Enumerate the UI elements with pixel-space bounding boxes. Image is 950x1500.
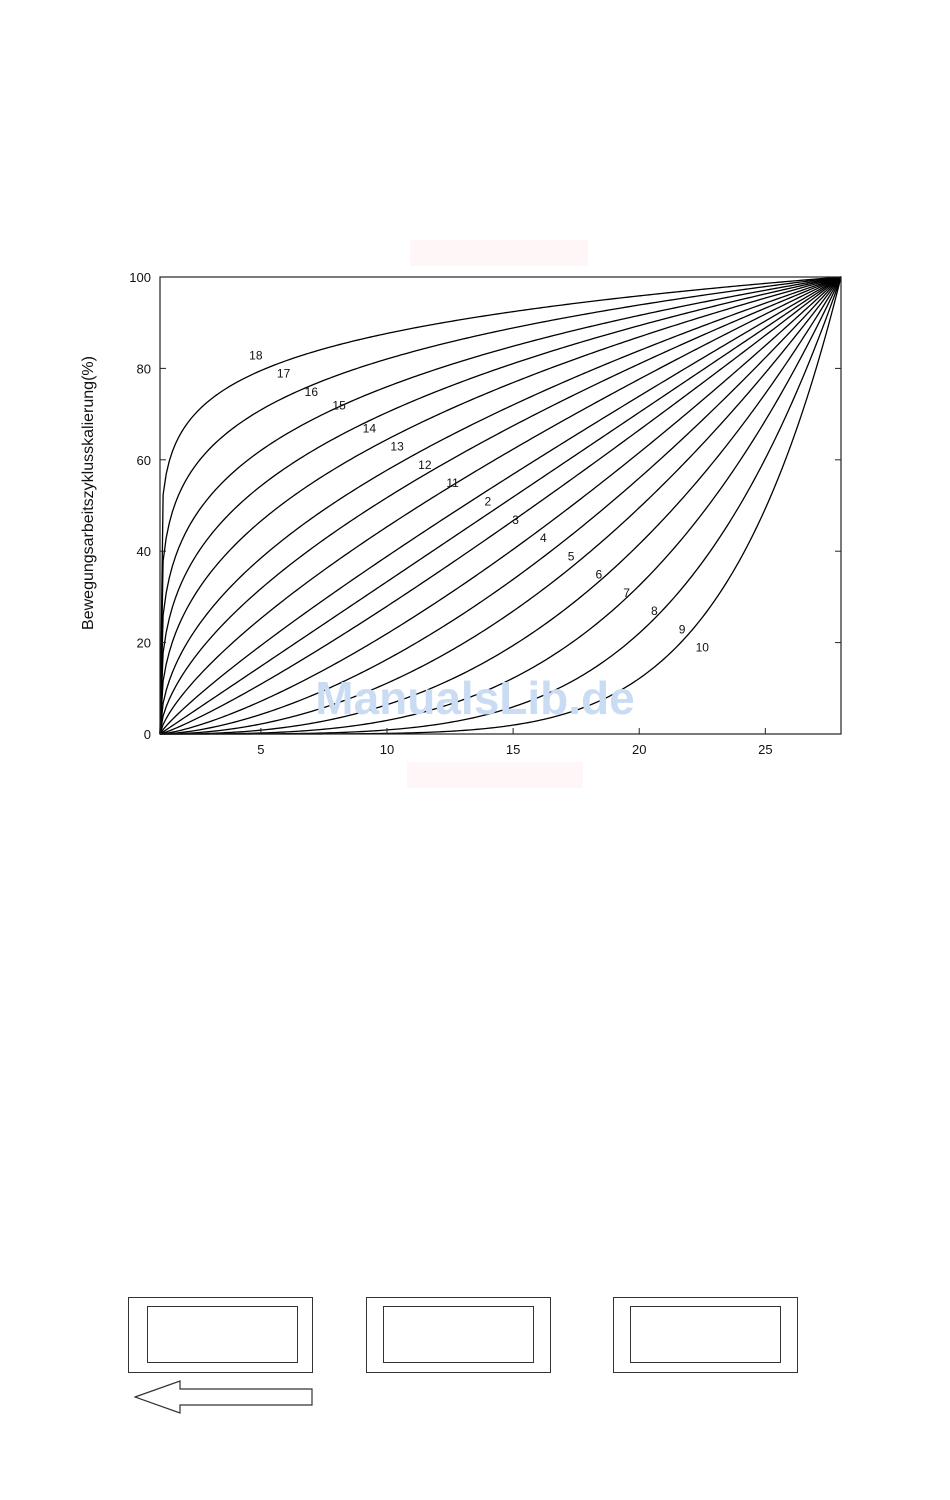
- x-tick-label: 5: [257, 742, 264, 757]
- curve-series-15: [159, 276, 842, 735]
- curve-series-18: [159, 276, 842, 735]
- curve-label-9: 9: [679, 622, 686, 636]
- nav-box-1-inner: [147, 1306, 298, 1363]
- curve-label-10: 10: [696, 641, 710, 655]
- x-tick-label: 15: [506, 742, 520, 757]
- curve-series-12: [159, 276, 842, 735]
- y-axis-label: Bewegungsarbeitszyklusskalierung(%): [80, 356, 97, 630]
- curve-series-4: [159, 276, 842, 735]
- curve-labels: 18 17 16 15 14 13 12 11 2 3 4 5 6 7 8 9 10: [249, 348, 709, 654]
- curve-label-12: 12: [418, 458, 432, 472]
- curve-series-7: [160, 276, 842, 735]
- curve-label-18: 18: [249, 348, 263, 362]
- x-tick-label: 25: [758, 742, 772, 757]
- nav-box-1[interactable]: [128, 1297, 313, 1373]
- curve-label-17: 17: [277, 367, 291, 381]
- curve-label-6: 6: [596, 568, 603, 582]
- curve-label-4: 4: [540, 531, 547, 545]
- xlabel-blank: [407, 762, 583, 788]
- curve-label-7: 7: [623, 586, 630, 600]
- curve-series-16: [159, 276, 842, 735]
- curve-label-2: 2: [485, 495, 492, 509]
- y-tick-label: 60: [137, 453, 151, 468]
- curve-series-8: [160, 276, 842, 735]
- curve-series-11: [159, 276, 842, 735]
- y-tick-label: 40: [137, 544, 151, 559]
- curve-series-3: [159, 276, 842, 735]
- plot-frame: [159, 276, 842, 735]
- nav-box-2-inner: [383, 1306, 534, 1363]
- curve-series-5: [159, 276, 842, 735]
- y-tick-label: 80: [137, 361, 151, 376]
- title-blank: [410, 240, 588, 266]
- y-tick-label: 100: [129, 270, 151, 285]
- y-tick-label: 0: [144, 727, 151, 742]
- curve-label-13: 13: [390, 440, 404, 454]
- nav-box-2[interactable]: [366, 1297, 551, 1373]
- curve-label-3: 3: [512, 513, 519, 527]
- curve-series-14: [159, 276, 842, 735]
- nav-box-3[interactable]: [613, 1297, 798, 1373]
- x-tick-label: 10: [380, 742, 394, 757]
- curve-label-15: 15: [332, 399, 346, 413]
- curve-label-5: 5: [568, 549, 575, 563]
- curve-label-16: 16: [305, 385, 319, 399]
- curve-group: [159, 276, 842, 735]
- nav-box-3-inner: [630, 1306, 781, 1363]
- curve-label-8: 8: [651, 604, 658, 618]
- back-arrow-icon[interactable]: [134, 1380, 316, 1416]
- curve-label-14: 14: [363, 421, 377, 435]
- curve-series-17: [159, 276, 842, 735]
- watermark: ManualsLib.de: [315, 672, 634, 724]
- curve-series-unlabeled-9: [159, 276, 842, 735]
- curve-series-6: [159, 276, 842, 735]
- curve-series-2: [159, 276, 842, 735]
- y-tick-label: 20: [137, 636, 151, 651]
- curve-series-13: [159, 276, 842, 735]
- curve-label-11: 11: [446, 476, 459, 490]
- x-tick-label: 20: [632, 742, 646, 757]
